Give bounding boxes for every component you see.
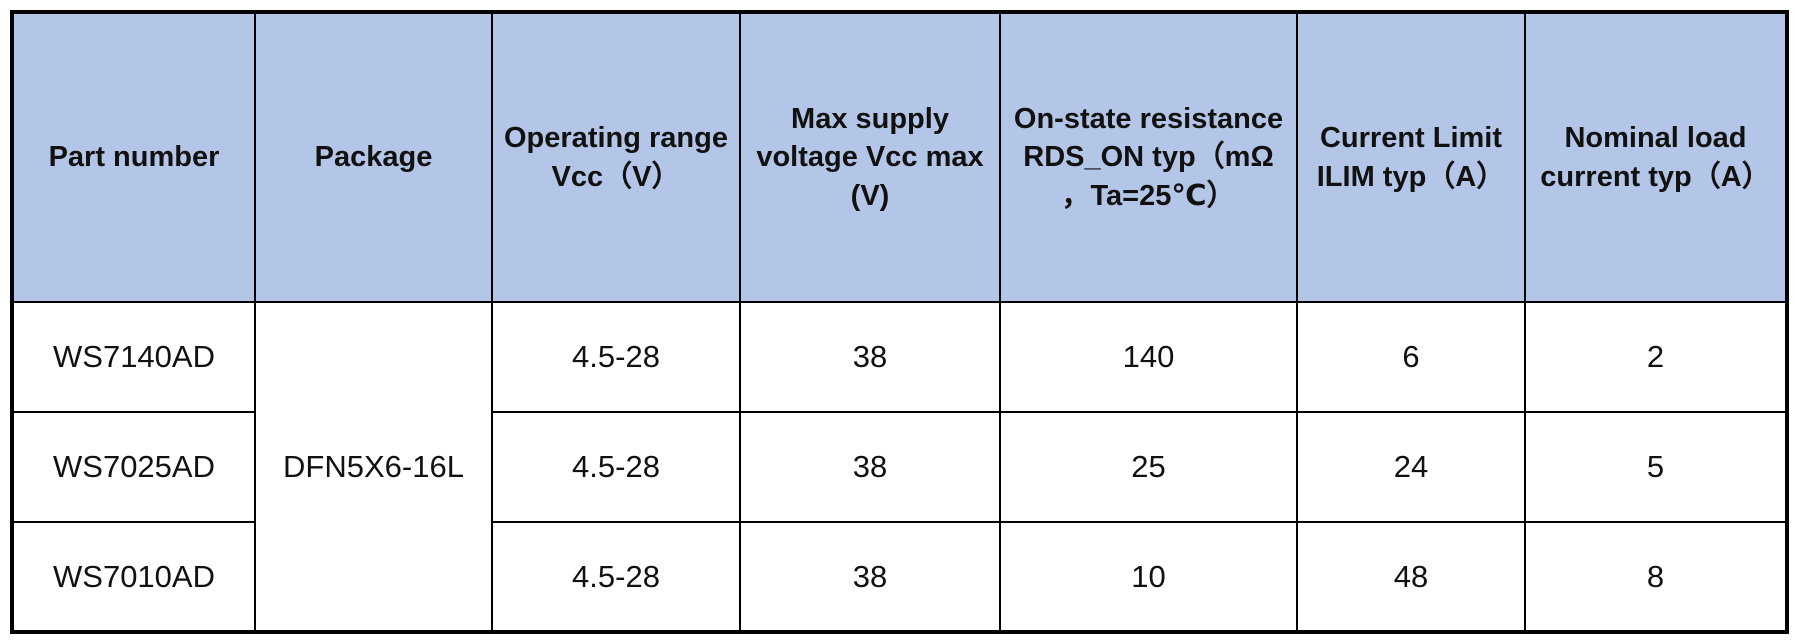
cell-operating-range: 4.5-28 xyxy=(491,521,741,633)
cell-nominal-load-current: 5 xyxy=(1524,411,1788,523)
cell-rds-on-typ: 10 xyxy=(999,521,1298,633)
col-header-package: Package xyxy=(254,11,493,303)
cell-part-number: WS7010AD xyxy=(11,521,256,633)
col-header-on-state-resistance: On-state resistance RDS_ON typ（mΩ ，Ta=25… xyxy=(999,11,1298,303)
table-row-ws7025ad: WS7025AD 4.5-28 38 25 24 5 xyxy=(11,411,1788,523)
cell-package-merged: DFN5X6-16L xyxy=(254,301,493,633)
col-header-current-limit: Current Limit ILIM typ（A） xyxy=(1296,11,1526,303)
cell-max-supply-voltage: 38 xyxy=(739,411,1001,523)
col-header-part-number: Part number xyxy=(11,11,256,303)
table-row-ws7140ad: WS7140AD DFN5X6-16L 4.5-28 38 140 6 2 xyxy=(11,301,1788,633)
parts-selection-table: Part number Package Operating range Vcc（… xyxy=(10,10,1789,634)
cell-part-number: WS7025AD xyxy=(11,411,256,523)
col-header-nominal-load-current: Nominal load current typ（A） xyxy=(1524,11,1788,303)
col-header-operating-range: Operating range Vcc（V） xyxy=(491,11,741,303)
cell-max-supply-voltage: 38 xyxy=(739,301,1001,413)
cell-operating-range: 4.5-28 xyxy=(491,301,741,413)
cell-rds-on-typ: 140 xyxy=(999,301,1298,413)
cell-ilim-typ: 48 xyxy=(1296,521,1526,633)
col-header-max-supply-voltage: Max supply voltage Vcc max (V) xyxy=(739,11,1001,303)
header-row: Part number Package Operating range Vcc（… xyxy=(11,11,1788,303)
cell-ilim-typ: 6 xyxy=(1296,301,1526,413)
cell-rds-on-typ: 25 xyxy=(999,411,1298,523)
cell-max-supply-voltage: 38 xyxy=(739,521,1001,633)
cell-part-number: WS7140AD xyxy=(11,301,256,413)
cell-operating-range: 4.5-28 xyxy=(491,411,741,523)
cell-nominal-load-current: 2 xyxy=(1524,301,1788,413)
cell-nominal-load-current: 8 xyxy=(1524,521,1788,633)
table-row-ws7010ad: WS7010AD 4.5-28 38 10 48 8 xyxy=(11,521,1788,633)
cell-ilim-typ: 24 xyxy=(1296,411,1526,523)
